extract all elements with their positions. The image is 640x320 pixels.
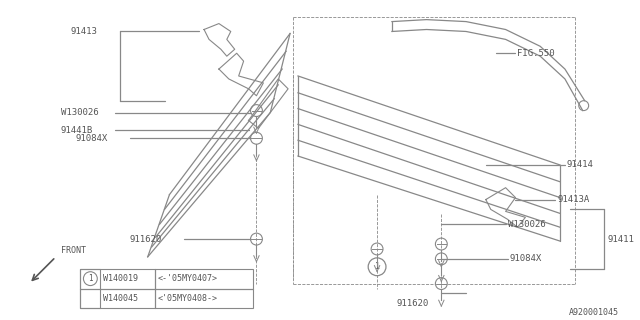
Text: FIG.550: FIG.550	[518, 49, 555, 58]
Text: <'05MY0408->: <'05MY0408->	[157, 294, 218, 303]
Bar	[81, 269, 100, 308]
Text: W130026: W130026	[61, 108, 99, 117]
Text: W140045: W140045	[103, 294, 138, 303]
Text: W140019: W140019	[103, 274, 138, 283]
Text: 91441B: 91441B	[61, 126, 93, 135]
Text: 91084X: 91084X	[76, 134, 108, 143]
Text: 91411: 91411	[607, 235, 634, 244]
Text: 91413A: 91413A	[557, 195, 589, 204]
Text: 1: 1	[88, 274, 93, 283]
Bar	[81, 269, 253, 308]
Text: 911620: 911620	[130, 235, 162, 244]
Text: A920001045: A920001045	[570, 308, 620, 317]
Text: 91413: 91413	[70, 27, 97, 36]
Text: <-'05MY0407>: <-'05MY0407>	[157, 274, 218, 283]
Text: 91414: 91414	[567, 160, 594, 170]
Text: 1: 1	[374, 262, 380, 271]
Text: 91084X: 91084X	[509, 254, 542, 263]
Text: W130026: W130026	[508, 220, 545, 229]
Text: 911620: 911620	[397, 299, 429, 308]
Text: FRONT: FRONT	[61, 246, 86, 255]
